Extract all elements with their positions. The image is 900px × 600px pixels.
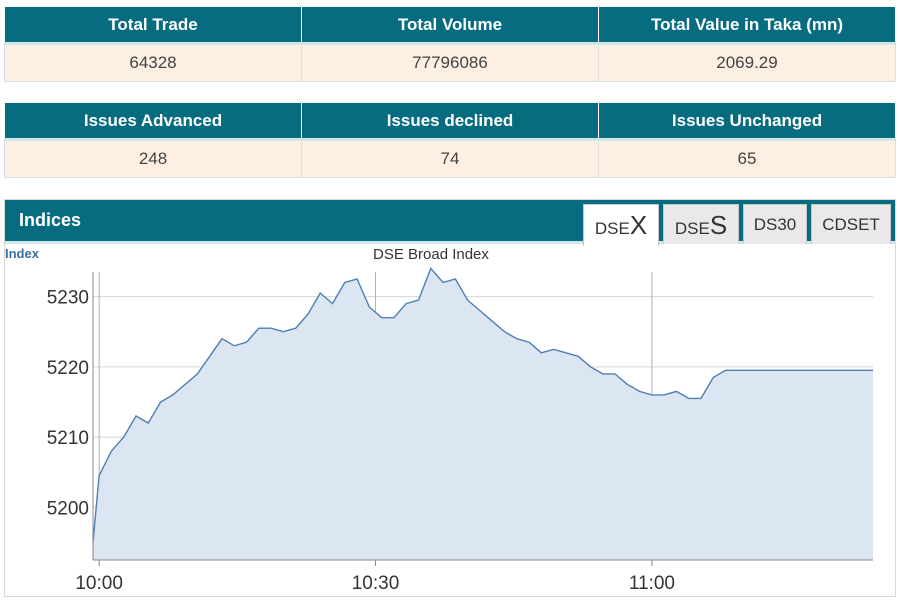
y-tick-label: 5210: [47, 428, 89, 449]
series-area: [93, 268, 873, 560]
tab-cdset-label: CDSET: [822, 215, 880, 234]
y-tick-label: 5230: [47, 288, 89, 309]
total-trade-header: Total Trade: [4, 6, 302, 45]
issues-summary-table: Issues Advanced Issues declined Issues U…: [4, 102, 896, 178]
x-tick-label: 11:00: [629, 573, 675, 594]
total-trade-value: 64328: [4, 43, 302, 82]
indices-panel: Indices DSEX DSES DS30 CDSET Index DSE B…: [4, 199, 896, 597]
total-value-header: Total Value in Taka (mn): [598, 6, 896, 45]
issues-declined-header: Issues declined: [301, 102, 599, 141]
y-axis-label: Index: [5, 246, 39, 261]
chart-title: DSE Broad Index: [373, 246, 489, 263]
tab-dses-prefix: DSE: [674, 219, 710, 238]
x-tick-label: 10:00: [75, 573, 123, 594]
tab-cdset[interactable]: CDSET: [811, 204, 891, 244]
tab-dses-suffix: S: [709, 210, 728, 240]
chart-canvas: 5200 5210 5220 5230 10:00 10:30 11:00: [47, 267, 873, 594]
series-line: [92, 267, 873, 543]
tab-dsex[interactable]: DSEX: [583, 204, 659, 246]
tab-dsex-prefix: DSE: [594, 219, 630, 238]
tab-ds30[interactable]: DS30: [743, 204, 807, 244]
total-value-value: 2069.29: [598, 43, 896, 82]
indices-title: Indices: [19, 210, 82, 230]
issues-advanced-value: 248: [4, 139, 302, 178]
axis-layer: 5200 5210 5220 5230 10:00 10:30 11:00: [47, 272, 873, 594]
tab-dsex-suffix: X: [629, 210, 648, 240]
area-layer: [92, 267, 873, 560]
index-chart: Index DSE Broad Index 5200 5210 5220 5230 10…: [5, 244, 895, 596]
issues-declined-value: 74: [301, 139, 599, 178]
issues-unchanged-header: Issues Unchanged: [598, 102, 896, 141]
y-tick-label: 5220: [47, 358, 89, 379]
market-summary-table: Total Trade Total Volume Total Value in …: [4, 6, 896, 82]
total-volume-header: Total Volume: [301, 6, 599, 45]
tab-ds30-label: DS30: [753, 215, 797, 234]
issues-advanced-header: Issues Advanced: [4, 102, 302, 141]
x-tick-label: 10:30: [352, 573, 400, 594]
total-volume-value: 77796086: [301, 43, 599, 82]
issues-unchanged-value: 65: [598, 139, 896, 178]
tab-dses[interactable]: DSES: [663, 204, 739, 244]
y-tick-label: 5200: [47, 498, 89, 519]
